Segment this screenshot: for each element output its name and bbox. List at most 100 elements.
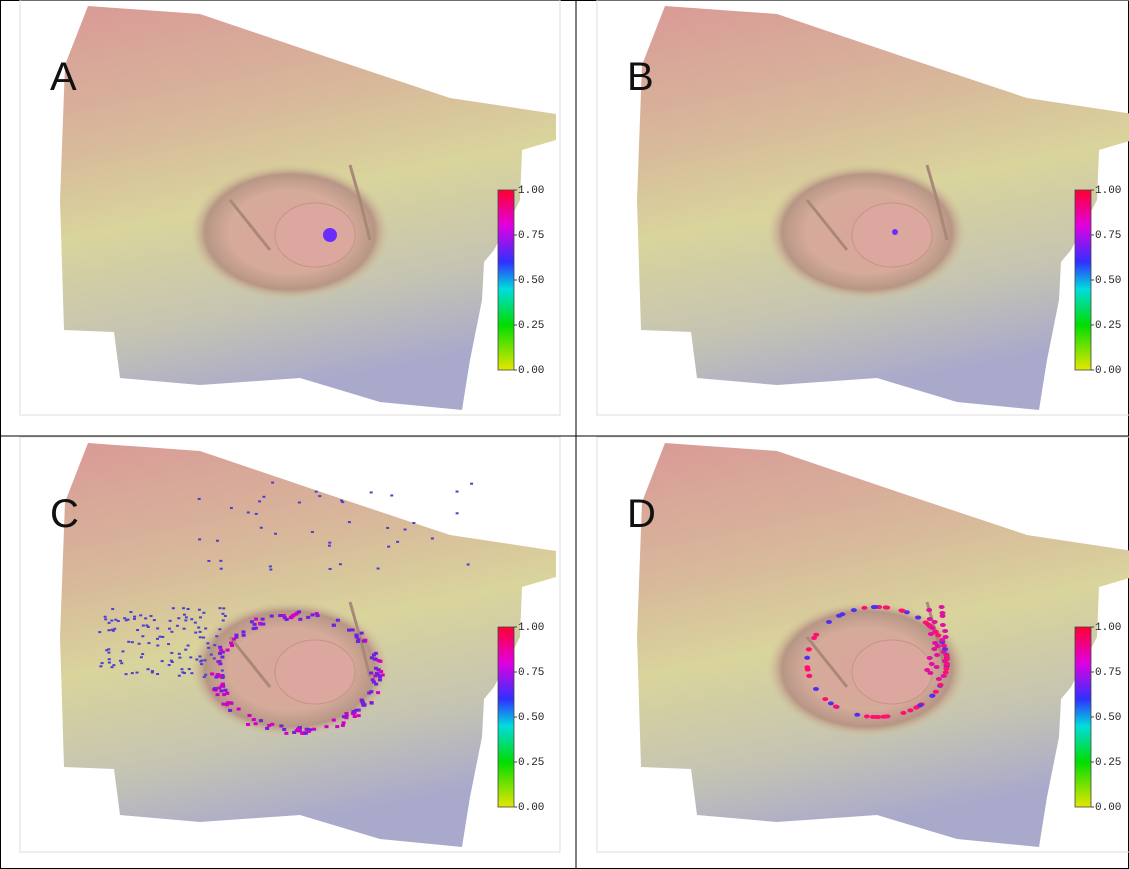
anomaly — [246, 723, 250, 726]
anomaly — [222, 619, 225, 621]
anomaly — [136, 672, 139, 674]
anomaly — [139, 614, 142, 616]
anomaly — [341, 724, 345, 727]
anomaly — [378, 678, 382, 681]
anomaly — [944, 653, 950, 657]
colorbar-tick-label: 0.50 — [1095, 275, 1121, 287]
anomaly — [351, 710, 355, 713]
anomaly — [907, 708, 913, 712]
anomaly — [156, 673, 159, 675]
anomaly — [198, 498, 201, 500]
anomaly — [927, 617, 933, 621]
panel-label: D — [627, 492, 656, 536]
anomaly — [105, 649, 108, 651]
anomaly — [467, 563, 470, 565]
anomaly — [942, 659, 948, 663]
anomaly — [259, 719, 263, 722]
anomaly — [218, 628, 221, 630]
anomaly — [222, 703, 226, 706]
anomaly — [119, 660, 122, 662]
anomaly — [121, 650, 124, 652]
anomaly — [221, 613, 224, 615]
colorbar-tick-label: 1.00 — [518, 185, 544, 197]
anomaly — [247, 714, 251, 717]
anomaly — [140, 656, 143, 658]
anomaly — [854, 713, 860, 717]
panel: A1.000.750.500.250.00 — [20, 0, 560, 415]
anomaly — [108, 662, 111, 664]
colorbar-tick-label: 0.75 — [518, 667, 544, 679]
anomaly — [220, 684, 224, 687]
anomaly — [161, 636, 164, 638]
anomaly — [298, 502, 301, 504]
anomaly — [206, 642, 209, 644]
anomaly — [123, 617, 126, 619]
anomaly — [332, 719, 336, 722]
colorbar-tick-label: 0.00 — [518, 365, 544, 377]
anomaly — [390, 494, 393, 496]
anomaly — [207, 647, 210, 649]
anomaly — [147, 668, 150, 670]
anomaly — [207, 560, 210, 562]
anomaly — [219, 649, 223, 652]
anomaly — [131, 672, 134, 674]
anomaly — [200, 663, 203, 665]
anomaly — [298, 618, 302, 621]
anomaly — [168, 664, 171, 666]
anomaly — [826, 620, 832, 624]
anomaly — [318, 495, 321, 497]
anomaly — [194, 632, 197, 634]
anomaly — [339, 563, 342, 565]
anomaly — [822, 697, 828, 701]
anomaly — [111, 629, 114, 631]
anomaly — [928, 632, 934, 636]
anomaly — [279, 724, 283, 727]
anomaly — [133, 618, 136, 620]
anomaly — [170, 631, 173, 633]
anomaly — [370, 491, 373, 493]
anomaly — [161, 660, 164, 662]
anomaly — [271, 482, 274, 484]
anomaly — [926, 608, 932, 612]
anomaly — [929, 662, 935, 666]
colorbar-tick-label: 0.50 — [1095, 712, 1121, 724]
anomaly — [198, 655, 201, 657]
figure: A1.000.750.500.250.00B1.000.750.500.250.… — [0, 0, 1129, 869]
anomaly — [310, 613, 314, 616]
anomaly — [224, 689, 228, 692]
anomaly — [198, 609, 201, 611]
anomaly — [804, 665, 810, 669]
anomaly — [210, 672, 214, 675]
anomaly — [219, 660, 222, 662]
anomaly — [813, 633, 819, 637]
anomaly — [884, 606, 890, 610]
anomaly — [396, 541, 399, 543]
anomaly — [216, 540, 219, 542]
anomaly — [311, 531, 314, 533]
anomaly — [149, 615, 152, 617]
colorbar-tick-label: 0.75 — [1095, 667, 1121, 679]
anomaly — [369, 672, 373, 675]
anomaly — [138, 643, 141, 645]
anomaly — [348, 521, 351, 523]
anomaly — [269, 569, 272, 571]
anomaly — [371, 678, 375, 681]
anomaly — [943, 667, 949, 671]
anomaly — [254, 722, 258, 725]
anomaly — [940, 623, 946, 627]
anomaly — [188, 668, 191, 670]
anomaly — [108, 622, 111, 624]
anomaly — [900, 609, 906, 613]
colorbar-tick-label: 0.00 — [518, 802, 544, 814]
anomaly — [386, 527, 389, 529]
anomaly — [456, 512, 459, 514]
colorbar — [1075, 627, 1091, 807]
anomaly — [939, 638, 945, 642]
anomaly — [228, 701, 232, 704]
anomaly — [144, 617, 147, 619]
anomaly — [258, 622, 262, 625]
anomaly — [332, 624, 336, 627]
anomaly — [915, 615, 921, 619]
anomaly — [329, 568, 332, 570]
colorbar-tick-label: 0.50 — [518, 275, 544, 287]
